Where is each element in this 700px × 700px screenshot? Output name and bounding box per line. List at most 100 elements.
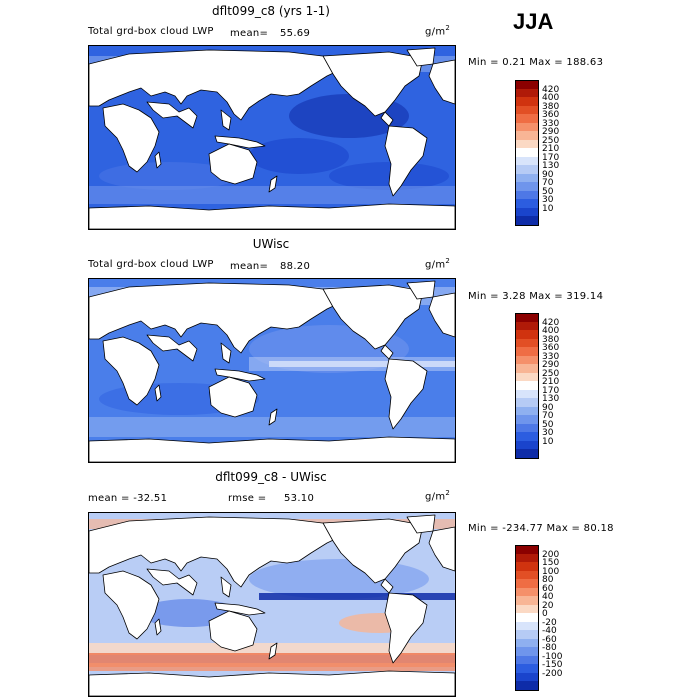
colorbar-label: 50 xyxy=(542,186,554,197)
panel-1-ocean-patch xyxy=(329,162,449,190)
colorbar-swatch xyxy=(515,114,539,123)
antarctica xyxy=(89,203,455,229)
colorbar-label: -200 xyxy=(542,668,563,679)
colorbar-swatch xyxy=(515,355,539,364)
colorbar-swatch xyxy=(515,664,539,673)
colorbar-swatch xyxy=(515,604,539,613)
colorbar-label: 420 xyxy=(542,84,560,95)
panel-2-field-label: Total grd-box cloud LWP xyxy=(88,259,214,270)
colorbar-label: 290 xyxy=(542,360,560,370)
australia xyxy=(208,143,258,185)
colorbar-label: 20 xyxy=(542,600,554,611)
colorbar-label: 70 xyxy=(542,178,554,188)
colorbar-swatch xyxy=(515,613,539,622)
south-america xyxy=(384,125,428,197)
colorbar-label: 380 xyxy=(542,334,560,345)
panel-1-minmax: Min = 0.21 Max = 188.63 xyxy=(468,57,604,68)
colorbar-swatch xyxy=(515,347,539,356)
colorbar-label: 290 xyxy=(542,127,560,137)
colorbar-swatch xyxy=(515,432,539,441)
colorbar-label: 50 xyxy=(542,419,554,430)
panel-2-stat-label: mean= xyxy=(230,261,269,272)
colorbar-label: 330 xyxy=(542,118,560,129)
arabia-india xyxy=(146,101,198,129)
colorbar-label: -60 xyxy=(542,634,557,645)
colorbar-swatch xyxy=(515,562,539,571)
colorbar-swatch xyxy=(515,364,539,373)
colorbar-label: 170 xyxy=(542,385,560,396)
panel-2-map xyxy=(88,278,456,463)
colorbar-swatch xyxy=(515,173,539,182)
colorbar-swatch xyxy=(515,553,539,562)
panel-1-colorbar: 420 400 380 360 330 290 250 210 170 130 90 70 50 30 10 xyxy=(515,80,575,230)
colorbar-swatch xyxy=(515,207,539,216)
panel-1-southern-band xyxy=(89,186,455,204)
colorbar-label: 90 xyxy=(542,402,554,413)
colorbar-swatch xyxy=(515,570,539,579)
colorbar-swatch xyxy=(515,415,539,424)
europe-west xyxy=(428,59,455,105)
colorbar-label: 100 xyxy=(542,566,560,577)
colorbar-swatch xyxy=(515,449,539,459)
colorbar-swatch xyxy=(515,579,539,588)
colorbar-label: 10 xyxy=(542,203,554,214)
panel-2-units: g/m2 xyxy=(425,257,451,271)
colorbar-swatch xyxy=(515,182,539,191)
colorbar-label: 380 xyxy=(542,101,560,112)
colorbar-label: 130 xyxy=(542,161,560,171)
panel-3-title: dflt099_c8 - UWisc xyxy=(215,470,327,484)
colorbar-label: 70 xyxy=(542,411,554,421)
colorbar-swatch xyxy=(515,80,539,90)
panel-3-stat-label: rmse = xyxy=(228,493,267,504)
panel-3-minmax: Min = -234.77 Max = 80.18 xyxy=(468,523,614,534)
colorbar-label: 400 xyxy=(542,93,560,103)
colorbar-label: 30 xyxy=(542,428,554,438)
africa xyxy=(102,103,160,173)
colorbar-swatch xyxy=(515,398,539,407)
panel-3-south-warm-3 xyxy=(89,663,455,671)
panel-2-southern-band xyxy=(89,417,455,437)
season-label: JJA xyxy=(513,9,554,34)
colorbar-label: 30 xyxy=(542,195,554,205)
colorbar-swatch xyxy=(515,122,539,131)
colorbar-swatch xyxy=(515,621,539,630)
colorbar-swatch xyxy=(515,372,539,381)
colorbar-label: -150 xyxy=(542,660,563,670)
colorbar-label: 170 xyxy=(542,152,560,163)
colorbar-label: 210 xyxy=(542,377,560,387)
colorbar-swatch xyxy=(515,381,539,390)
colorbar-swatch xyxy=(515,321,539,330)
colorbar-label: 0 xyxy=(542,609,548,619)
colorbar-swatch xyxy=(515,638,539,647)
indonesia xyxy=(214,135,266,149)
colorbar-label: -100 xyxy=(542,651,563,662)
panel-1-stat-label: mean= xyxy=(230,28,269,39)
colorbar-label: 10 xyxy=(542,436,554,447)
colorbar-label: -80 xyxy=(542,643,557,653)
colorbar-label: 250 xyxy=(542,368,560,379)
colorbar-swatch xyxy=(515,148,539,157)
colorbar-label: 80 xyxy=(542,575,554,585)
colorbar-label: -20 xyxy=(542,617,557,628)
colorbar-label: 360 xyxy=(542,110,560,120)
colorbar-swatch xyxy=(515,630,539,639)
panel-2-title: UWisc xyxy=(252,237,290,251)
panel-1-title: dflt099_c8 (yrs 1-1) xyxy=(212,4,330,18)
colorbar-swatch xyxy=(515,596,539,605)
panel-3-stat-value: 53.10 xyxy=(284,493,315,504)
colorbar-swatch xyxy=(515,105,539,114)
colorbar-swatch xyxy=(515,156,539,165)
colorbar-swatch xyxy=(515,97,539,106)
colorbar-swatch xyxy=(515,655,539,664)
panel-2-stat-value: 88.20 xyxy=(280,261,311,272)
colorbar-swatch xyxy=(515,165,539,174)
colorbar-swatch xyxy=(515,131,539,140)
panel-3-map xyxy=(88,512,456,697)
panel-3-itcz xyxy=(259,593,455,600)
colorbar-swatch xyxy=(515,313,539,323)
panel-1-map xyxy=(88,45,456,230)
colorbar-swatch xyxy=(515,199,539,208)
colorbar-label: 330 xyxy=(542,351,560,362)
colorbar-swatch xyxy=(515,672,539,681)
colorbar-swatch xyxy=(515,216,539,226)
